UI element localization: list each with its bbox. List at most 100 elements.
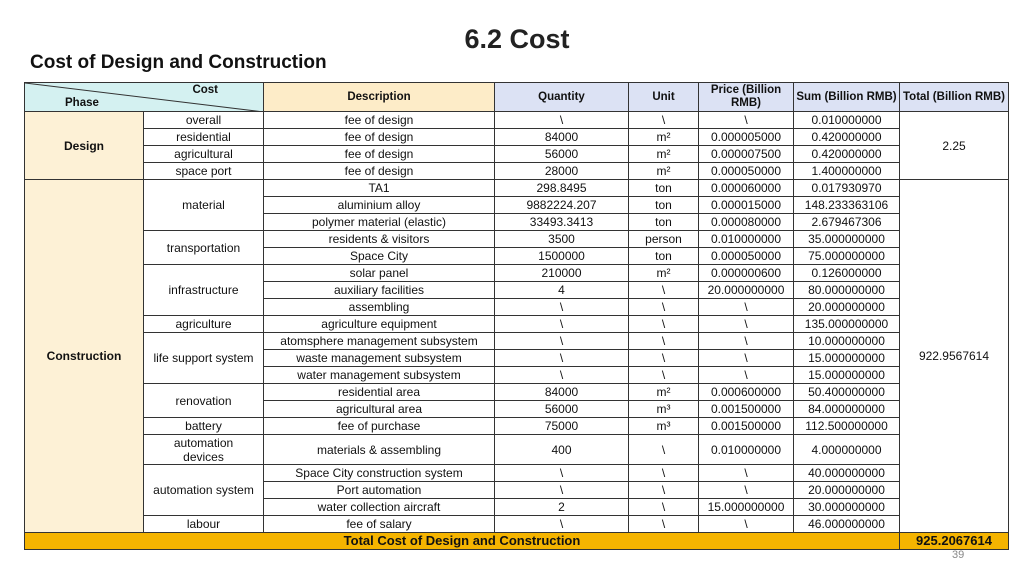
data-cell: fee of purchase — [263, 417, 495, 435]
footer-label: Total Cost of Design and Construction — [24, 532, 900, 550]
data-cell: 298.8495 — [494, 179, 629, 197]
data-cell: 0.000080000 — [698, 213, 794, 231]
data-cell: \ — [628, 498, 699, 516]
cost-cell: battery — [143, 417, 264, 435]
table-row: water management subsystem \ \ \ 15.00000000… — [25, 366, 1009, 384]
table-row: Design overall fee of design \ \ \ 0.010000000… — [24, 111, 1009, 180]
data-cell: 20.000000000 — [698, 281, 794, 299]
data-cell: 46.000000000 — [793, 515, 900, 533]
data-cell: 112.500000000 — [793, 417, 900, 435]
data-cell: \ — [698, 515, 794, 533]
table-row: water collection aircraft 2 \ 15.000000000 3… — [25, 498, 1009, 516]
data-cell: 0.000050000 — [698, 247, 794, 265]
cost-cell: space port — [143, 162, 264, 180]
data-cell: agriculture equipment — [263, 315, 495, 333]
data-cell: \ — [494, 298, 629, 316]
data-cell: 84.000000000 — [793, 400, 900, 418]
data-cell: 0.000000600 — [698, 264, 794, 282]
total-cell: 922.9567614 — [899, 179, 1009, 533]
data-cell: 0.001500000 — [698, 400, 794, 418]
data-cell: \ — [628, 315, 699, 333]
data-cell: \ — [698, 464, 794, 482]
data-cell: \ — [698, 366, 794, 384]
phase-cell: Design — [24, 111, 144, 180]
data-cell: 0.000007500 — [698, 145, 794, 163]
data-cell: 0.420000000 — [793, 128, 900, 146]
diagonal-line — [25, 83, 256, 111]
data-cell: residents & visitors — [263, 230, 495, 248]
cost-cell: residential — [143, 128, 264, 146]
data-cell: \ — [494, 481, 629, 499]
header-cell: Total (Billion RMB) — [899, 82, 1009, 112]
data-cell: \ — [628, 515, 699, 533]
data-cell: 56000 — [494, 145, 629, 163]
title: 6.2 Cost — [464, 24, 570, 54]
data-cell: \ — [628, 349, 699, 367]
data-cell: Port automation — [263, 481, 495, 499]
cost-cell: overall — [143, 111, 264, 129]
data-cell: 30.000000000 — [793, 498, 900, 516]
data-cell: m³ — [628, 417, 699, 435]
data-cell: 56000 — [494, 400, 629, 418]
data-cell: ton — [628, 196, 699, 214]
data-cell: 0.010000000 — [698, 434, 794, 465]
data-cell: fee of salary — [263, 515, 495, 533]
data-cell: \ — [628, 464, 699, 482]
data-cell: 50.400000000 — [793, 383, 900, 401]
data-cell: 35.000000000 — [793, 230, 900, 248]
data-cell: residential area — [263, 383, 495, 401]
data-cell: TA1 — [263, 179, 495, 197]
header-row: Cost Phase Description Quantity Unit Price … — [24, 82, 1009, 112]
data-cell: assembling — [263, 298, 495, 316]
data-cell: polymer material (elastic) — [263, 213, 495, 231]
data-cell: 148.233363106 — [793, 196, 900, 214]
data-cell: \ — [494, 464, 629, 482]
data-cell: m² — [628, 145, 699, 163]
data-cell: 1500000 — [494, 247, 629, 265]
data-cell: \ — [494, 111, 629, 129]
header-diagonal: Cost Phase — [24, 82, 264, 112]
header-cell: Description — [263, 82, 495, 112]
data-cell: fee of design — [263, 111, 495, 129]
data-cell: 75.000000000 — [793, 247, 900, 265]
data-cell: 1.400000000 — [793, 162, 900, 180]
data-cell: fee of design — [263, 145, 495, 163]
data-cell: fee of design — [263, 128, 495, 146]
data-cell: \ — [628, 481, 699, 499]
data-cell: 75000 — [494, 417, 629, 435]
table-row: waste management subsystem \ \ \ 15.00000000… — [25, 349, 1009, 367]
data-cell: 210000 — [494, 264, 629, 282]
data-cell: Space City — [263, 247, 495, 265]
data-cell: 3500 — [494, 230, 629, 248]
data-cell: \ — [698, 332, 794, 350]
cost-cell: agricultural — [143, 145, 264, 163]
table-body: Design overall fee of design \ \ \ 0.010000000… — [24, 111, 1009, 550]
data-cell: person — [628, 230, 699, 248]
table-row: infrastructure solar panel 210000 m² 0.00000… — [25, 264, 1009, 316]
table-row: automation system Space City construction… — [25, 464, 1009, 516]
data-cell: Space City construction system — [263, 464, 495, 482]
data-cell: m² — [628, 383, 699, 401]
data-cell: 0.001500000 — [698, 417, 794, 435]
data-cell: \ — [494, 315, 629, 333]
table-row: assembling \ \ \ 20.000000000 — [25, 298, 1009, 316]
data-cell: \ — [628, 298, 699, 316]
cost-cell: transportation — [143, 230, 264, 265]
data-cell: 2.679467306 — [793, 213, 900, 231]
data-cell: 4 — [494, 281, 629, 299]
data-cell: 84000 — [494, 128, 629, 146]
table-row: Space City 1500000 ton 0.000050000 75.000000… — [25, 247, 1009, 265]
data-cell: 9882224.207 — [494, 196, 629, 214]
data-cell: \ — [494, 366, 629, 384]
table-row: life support system atomsphere management… — [25, 332, 1009, 384]
data-cell: 400 — [494, 434, 629, 465]
data-cell: aluminium alloy — [263, 196, 495, 214]
data-cell: 2 — [494, 498, 629, 516]
header-cell: Price (Billion RMB) — [698, 82, 794, 112]
data-cell: 4.000000000 — [793, 434, 900, 465]
data-cell: 10.000000000 — [793, 332, 900, 350]
data-cell: 20.000000000 — [793, 298, 900, 316]
data-cell: 0.420000000 — [793, 145, 900, 163]
data-cell: 15.000000000 — [793, 349, 900, 367]
